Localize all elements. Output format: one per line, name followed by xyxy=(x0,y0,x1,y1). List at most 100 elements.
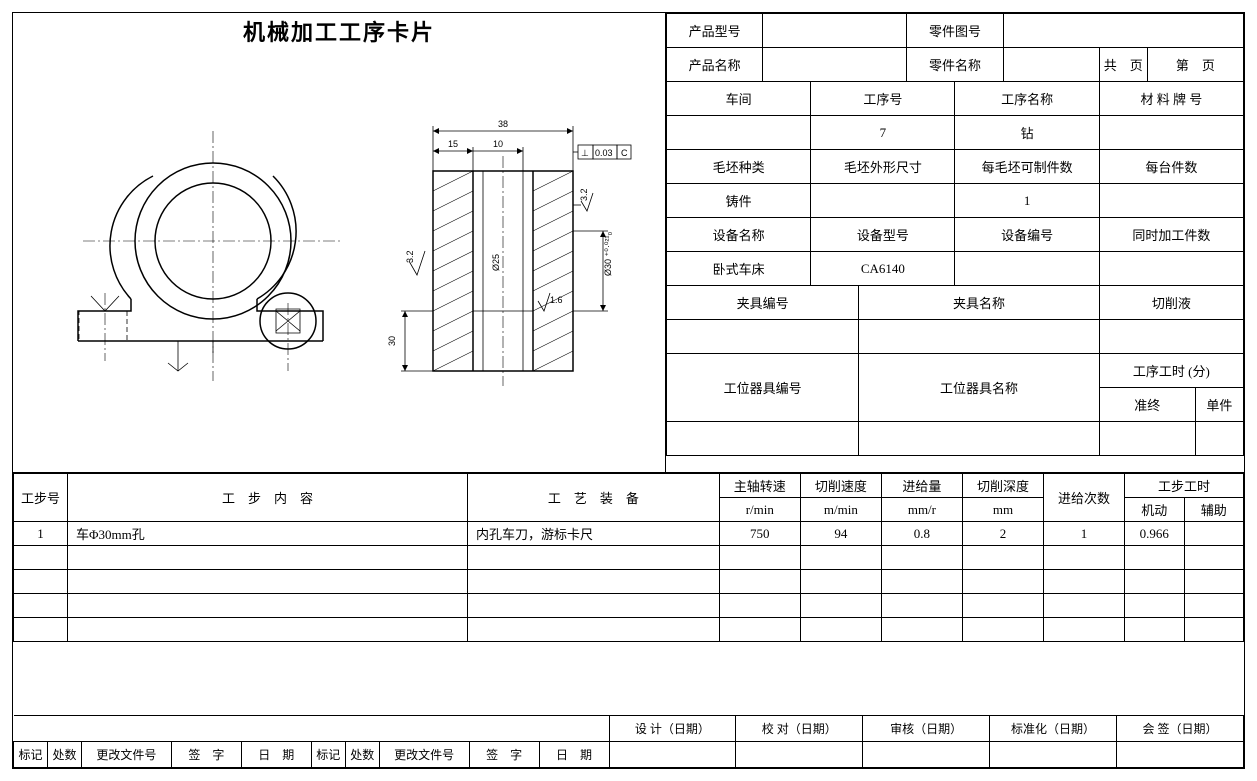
prep-value xyxy=(1099,422,1195,456)
steps-table: 工步号 工 步 内 容 工 艺 装 备 主轴转速 切削速度 进给量 切削深度 进… xyxy=(13,473,1244,642)
unit-label: 单件 xyxy=(1195,388,1243,422)
material-label: 材 料 牌 号 xyxy=(1099,82,1243,116)
step-content: 车Φ30mm孔 xyxy=(68,522,468,546)
blank-type-value: 铸件 xyxy=(667,184,811,218)
process-time-label: 工序工时 (分) xyxy=(1099,354,1243,388)
fixture-no-value xyxy=(667,320,859,354)
footer-check: 校 对（日期） xyxy=(736,716,863,742)
dim-38: 38 xyxy=(498,119,508,129)
footer-changedoc: 更改文件号 xyxy=(81,742,171,768)
tol-value: 0.03 xyxy=(595,148,613,158)
product-name-value xyxy=(763,48,907,82)
step-cutspeed: 94 xyxy=(800,522,881,546)
col-tooling: 工 艺 装 备 xyxy=(467,474,719,522)
step-tooling: 内孔车刀，游标卡尺 xyxy=(467,522,719,546)
workshop-label: 车间 xyxy=(667,82,811,116)
col-machine: 机动 xyxy=(1125,498,1184,522)
fixture-no-label: 夹具编号 xyxy=(667,286,859,320)
footer-table: 设 计（日期） 校 对（日期） 审核（日期） 标准化（日期） 会 签（日期） 标… xyxy=(13,715,1244,768)
prep-label: 准终 xyxy=(1099,388,1195,422)
col-spindle-unit: r/min xyxy=(719,498,800,522)
fixture-name-value xyxy=(859,320,1099,354)
step-row-empty xyxy=(14,570,1244,594)
per-blank-label: 每毛坯可制件数 xyxy=(955,150,1099,184)
material-value xyxy=(1099,116,1243,150)
step-row-empty xyxy=(14,546,1244,570)
drawing-panel: 机械加工工序卡片 xyxy=(13,13,666,472)
footer-review: 审核（日期） xyxy=(863,716,990,742)
blank-type-label: 毛坯种类 xyxy=(667,150,811,184)
simul-value xyxy=(1099,252,1243,286)
part-name-label: 零件名称 xyxy=(907,48,1003,82)
process-no-label: 工序号 xyxy=(811,82,955,116)
footer-date2: 日 期 xyxy=(539,742,609,768)
step-depth: 2 xyxy=(962,522,1043,546)
footer-qty: 处数 xyxy=(47,742,81,768)
step-passes: 1 xyxy=(1044,522,1125,546)
col-aux: 辅助 xyxy=(1184,498,1243,522)
equip-no-label: 设备编号 xyxy=(955,218,1099,252)
process-name-value: 钻 xyxy=(955,116,1099,150)
col-passes: 进给次数 xyxy=(1044,474,1125,522)
step-row-empty xyxy=(14,594,1244,618)
footer-changedoc2: 更改文件号 xyxy=(379,742,469,768)
coolant-value xyxy=(1099,320,1243,354)
step-row: 1 车Φ30mm孔 内孔车刀，游标卡尺 750 94 0.8 2 1 0.966 xyxy=(14,522,1244,546)
step-machine: 0.966 xyxy=(1125,522,1184,546)
equip-no-value xyxy=(955,252,1099,286)
unit-value xyxy=(1195,422,1243,456)
svg-text:⊥: ⊥ xyxy=(581,148,589,158)
footer-mark2: 标记 xyxy=(311,742,345,768)
total-pages-cell: 共 页 xyxy=(1099,48,1147,82)
step-no: 1 xyxy=(14,522,68,546)
tol-ref: C xyxy=(621,148,628,158)
part-drawing-value xyxy=(1003,14,1243,48)
steps-panel: 工步号 工 步 内 容 工 艺 装 备 主轴转速 切削速度 进给量 切削深度 进… xyxy=(13,473,1244,642)
blank-size-label: 毛坯外形尺寸 xyxy=(811,150,955,184)
product-name-label: 产品名称 xyxy=(667,48,763,82)
product-model-label: 产品型号 xyxy=(667,14,763,48)
station-no-label: 工位器具编号 xyxy=(667,354,859,422)
footer-signature2: 签 字 xyxy=(469,742,539,768)
simul-label: 同时加工件数 xyxy=(1099,218,1243,252)
col-step-no: 工步号 xyxy=(14,474,68,522)
step-row-empty xyxy=(14,618,1244,642)
info-panel: 产品型号 零件图号 产品名称 零件名称 共 页 第 页 车间 工 xyxy=(666,13,1244,472)
equip-model-label: 设备型号 xyxy=(811,218,955,252)
footer-panel: 设 计（日期） 校 对（日期） 审核（日期） 标准化（日期） 会 签（日期） 标… xyxy=(13,715,1244,768)
process-name-label: 工序名称 xyxy=(955,82,1099,116)
station-name-value xyxy=(859,422,1099,456)
footer-std: 标准化（日期） xyxy=(990,716,1117,742)
per-machine-label: 每台件数 xyxy=(1099,150,1243,184)
step-aux xyxy=(1184,522,1243,546)
station-name-label: 工位器具名称 xyxy=(859,354,1099,422)
footer-sign: 会 签（日期） xyxy=(1117,716,1244,742)
fixture-name-label: 夹具名称 xyxy=(859,286,1099,320)
equip-name-label: 设备名称 xyxy=(667,218,811,252)
col-spindle: 主轴转速 xyxy=(719,474,800,498)
part-name-value xyxy=(1003,48,1099,82)
coolant-label: 切削液 xyxy=(1099,286,1243,320)
dim-phi30: Ø30 ⁺⁰·⁰²¹₀ xyxy=(603,232,613,276)
equip-name-value: 卧式车床 xyxy=(667,252,811,286)
col-step-content: 工 步 内 容 xyxy=(68,474,468,522)
footer-design: 设 计（日期） xyxy=(609,716,736,742)
per-blank-value: 1 xyxy=(955,184,1099,218)
dim-10: 10 xyxy=(493,139,503,149)
dim-30: 30 xyxy=(387,336,397,346)
page-no-cell: 第 页 xyxy=(1147,48,1243,82)
blank-size-value xyxy=(811,184,955,218)
per-machine-value xyxy=(1099,184,1243,218)
step-feed: 0.8 xyxy=(881,522,962,546)
col-cutspeed-unit: m/min xyxy=(800,498,881,522)
product-model-value xyxy=(763,14,907,48)
part-drawing-label: 零件图号 xyxy=(907,14,1003,48)
equip-model-value: CA6140 xyxy=(811,252,955,286)
footer-date: 日 期 xyxy=(241,742,311,768)
process-card-sheet: 机械加工工序卡片 xyxy=(12,12,1245,769)
col-depth-unit: mm xyxy=(962,498,1043,522)
ra-16: 1.6 xyxy=(550,295,563,305)
station-no-value xyxy=(667,422,859,456)
dim-15: 15 xyxy=(448,139,458,149)
col-depth: 切削深度 xyxy=(962,474,1043,498)
